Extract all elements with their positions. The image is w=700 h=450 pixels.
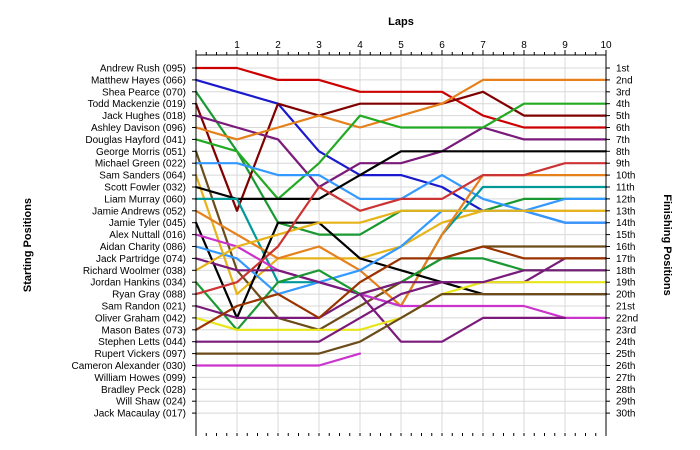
finishing-position-label: 21st <box>616 302 635 313</box>
lap-tick-label: 5 <box>398 40 404 51</box>
starting-position-label: William Howes (099) <box>94 373 186 384</box>
finishing-position-label: 17th <box>616 254 635 265</box>
finishing-position-label: 6th <box>616 123 630 134</box>
lap-tick-label: 8 <box>521 40 527 51</box>
finishing-position-label: 13th <box>616 206 635 217</box>
starting-position-label: Jack Macaulay (017) <box>94 409 186 420</box>
grid <box>196 57 607 432</box>
rider-position-line <box>194 102 608 200</box>
finishing-position-label: 5th <box>616 111 630 122</box>
finishing-position-label: 24th <box>616 337 635 348</box>
rider-position-line <box>194 209 608 296</box>
finishing-position-label: 20th <box>616 290 635 301</box>
starting-position-label: Jamie Tyler (045) <box>109 218 186 229</box>
rider-position-line <box>194 233 608 319</box>
starting-position-label: Alex Nuttall (016) <box>109 230 186 241</box>
rider-position-line <box>194 293 608 355</box>
rider-position-line <box>194 245 608 331</box>
starting-position-label: Jordan Hankins (034) <box>90 278 186 289</box>
starting-position-label: Oliver Graham (042) <box>95 313 186 324</box>
starting-position-label: Ryan Gray (088) <box>112 290 186 301</box>
starting-position-label: Jack Partridge (074) <box>96 254 186 265</box>
finishing-position-label: 27th <box>616 373 635 384</box>
starting-position-label: Cameron Alexander (030) <box>71 361 186 372</box>
finishing-position-label: 30th <box>616 409 635 420</box>
starting-position-label: Rupert Vickers (097) <box>94 349 186 360</box>
rider-position-line <box>194 162 608 296</box>
finishing-position-label: 22nd <box>616 313 638 324</box>
rider-position-line <box>194 78 608 141</box>
finishing-position-label: 18th <box>616 266 635 277</box>
starting-position-label: Mason Bates (073) <box>102 325 187 336</box>
rider-position-line <box>194 114 608 189</box>
y-axis-label-right: Finishing Positions <box>661 194 673 295</box>
finishing-position-label: 14th <box>616 218 635 229</box>
chart-title: Laps <box>388 16 414 28</box>
y-axis-label-left: Starting Positions <box>22 198 34 292</box>
starting-position-label: Aidan Charity (086) <box>100 242 186 253</box>
lap-tick-label: 10 <box>600 40 612 51</box>
lap-tick-label: 2 <box>275 40 281 51</box>
rider-position-line <box>194 269 608 343</box>
starting-position-label: Richard Woolmer (038) <box>83 266 186 277</box>
lap-tick-label: 9 <box>562 40 568 51</box>
finishing-position-label: 11th <box>616 183 635 194</box>
finishing-position-label: 29th <box>616 397 635 408</box>
starting-position-label: Michael Green (022) <box>95 159 186 170</box>
starting-position-label: Douglas Hayford (041) <box>85 135 186 146</box>
starting-position-label: Matthew Hayes (066) <box>91 75 186 86</box>
starting-position-label: Sam Sanders (064) <box>99 171 186 182</box>
finishing-position-label: 9th <box>616 159 630 170</box>
finishing-position-label: 16th <box>616 242 635 253</box>
lap-tick-label: 6 <box>439 40 445 51</box>
finishing-position-label: 4th <box>616 99 630 110</box>
finishing-position-label: 12th <box>616 194 635 205</box>
starting-position-label: Todd Mackenzie (019) <box>88 99 186 110</box>
starting-position-label: Jack Hughes (018) <box>102 111 186 122</box>
starting-position-label: Ashley Davison (096) <box>91 123 186 134</box>
finishing-position-label: 25th <box>616 349 635 360</box>
finishing-position-label: 8th <box>616 147 630 158</box>
starting-position-label: Stephen Letts (044) <box>98 337 186 348</box>
rider-position-line <box>194 90 608 212</box>
rider-position-line <box>194 257 567 343</box>
axes <box>192 50 610 436</box>
starting-position-label: Sam Randon (021) <box>102 302 187 313</box>
labels: 1 2 3 4 5 6 7 8 9 10 Andrew Rush (095)Matthew Haye… <box>71 40 638 420</box>
finishing-position-label: 19th <box>616 278 635 289</box>
finishing-position-label: 7th <box>616 135 630 146</box>
lap-tick-label: 1 <box>234 40 240 51</box>
starting-position-label: Liam Murray (060) <box>104 194 186 205</box>
rider-position-line <box>194 209 608 272</box>
lap-tick-label: 3 <box>316 40 322 51</box>
rider-position-line <box>194 352 362 367</box>
rider-position-line <box>194 257 608 319</box>
starting-position-label: Andrew Rush (095) <box>100 64 186 75</box>
finishing-position-label: 2nd <box>616 75 633 86</box>
starting-position-label: Will Shaw (024) <box>116 397 186 408</box>
starting-position-label: Shea Pearce (070) <box>102 87 186 98</box>
starting-position-label: Bradley Peck (028) <box>101 385 186 396</box>
finishing-position-label: 3rd <box>616 87 630 98</box>
lap-tick-label: 7 <box>480 40 486 51</box>
finishing-position-label: 26th <box>616 361 635 372</box>
starting-position-label: George Morris (051) <box>96 147 186 158</box>
starting-position-label: Scott Fowler (032) <box>104 183 186 194</box>
starting-position-label: Jamie Andrews (052) <box>92 206 186 217</box>
finishing-position-label: 10th <box>616 171 635 182</box>
rider-position-line <box>194 66 608 129</box>
series-lines <box>194 66 608 367</box>
finishing-position-label: 23rd <box>616 325 636 336</box>
rider-position-line <box>194 150 608 200</box>
lap-tick-label: 4 <box>357 40 363 51</box>
finishing-position-label: 1st <box>616 64 630 75</box>
finishing-position-label: 28th <box>616 385 635 396</box>
finishing-position-label: 15th <box>616 230 635 241</box>
